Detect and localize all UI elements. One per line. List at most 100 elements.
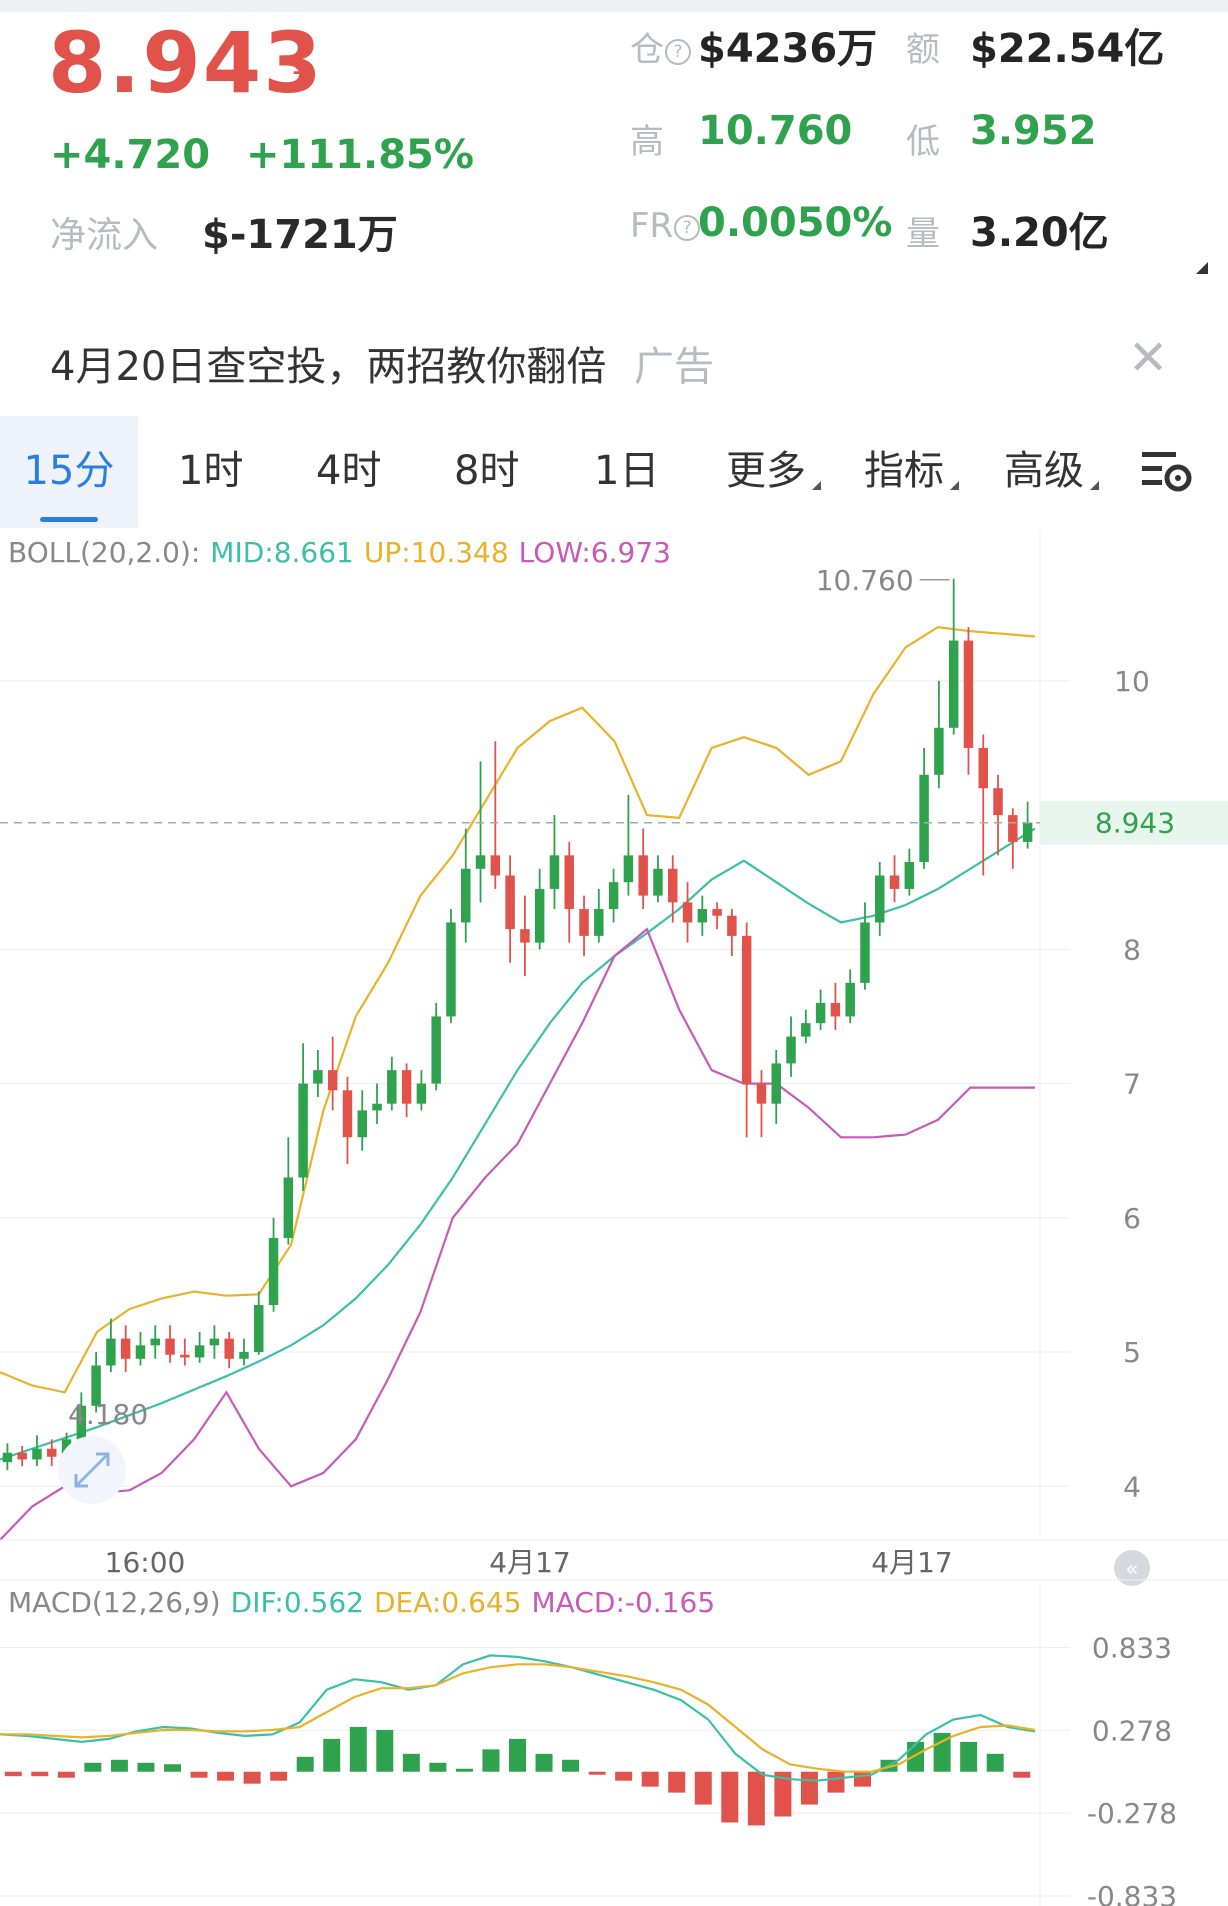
candle-body	[431, 1016, 441, 1084]
candle-body	[860, 922, 870, 983]
info-icon[interactable]: ?	[674, 214, 701, 241]
candle-body	[638, 855, 648, 896]
candle-body	[372, 1103, 382, 1111]
close-icon[interactable]: ✕	[1128, 330, 1169, 386]
funding-rate-label[interactable]: FR?	[630, 206, 701, 246]
tab-1h[interactable]: 1时	[178, 448, 244, 494]
candle-body	[47, 1448, 57, 1457]
candle-body	[948, 640, 959, 728]
scroll-to-start-glyph: «	[1125, 1557, 1138, 1582]
candle-body	[756, 1083, 767, 1104]
candle-body	[815, 1003, 826, 1024]
macd-bar	[4, 1771, 22, 1777]
candle-body	[120, 1338, 131, 1359]
ad-tag: 广告	[634, 344, 714, 390]
current-price-label: 8.943	[1095, 807, 1175, 840]
candle-body	[490, 855, 501, 876]
candle-body	[135, 1345, 146, 1359]
candle-body	[180, 1354, 190, 1358]
candle-body	[209, 1338, 220, 1346]
boll-legend-low: LOW:6.973	[518, 536, 671, 569]
candle-body	[682, 902, 693, 923]
tab-advanced[interactable]: 高级	[1004, 416, 1099, 528]
candle-body	[608, 882, 619, 910]
macd-legend-macd: MACD:-0.165	[531, 1586, 716, 1619]
macd-legend-dea: DEA:0.645	[374, 1586, 522, 1619]
x-tick-label: 16:00	[105, 1546, 186, 1579]
y-tick-label: 10	[1114, 665, 1150, 698]
macd-y-tick-label: 0.833	[1092, 1631, 1172, 1664]
candle-body	[727, 915, 737, 936]
info-icon[interactable]: ?	[665, 38, 691, 65]
candle-body	[801, 1023, 811, 1037]
scroll-to-start-icon	[1114, 1550, 1150, 1586]
price-change: +4.720	[50, 132, 211, 178]
candle-body	[268, 1237, 279, 1306]
candle-body	[194, 1345, 205, 1358]
candle-body	[830, 1003, 841, 1017]
candle-body	[387, 1070, 397, 1104]
x-tick-label: 4月17	[871, 1546, 952, 1579]
volume-label: 量	[906, 214, 940, 254]
candle-body	[889, 875, 900, 889]
fullscreen-icon	[74, 1452, 110, 1488]
amount-label: 额	[906, 30, 940, 70]
macd-y-tick-label: -0.278	[1087, 1797, 1177, 1830]
y-tick-label: 4	[1123, 1470, 1141, 1503]
candle-body	[106, 1338, 116, 1366]
net-inflow-label: 净流入	[50, 215, 159, 256]
candle-body	[298, 1083, 308, 1178]
macd-bar	[535, 1753, 553, 1772]
candle-body	[771, 1063, 781, 1104]
candle-body	[963, 640, 974, 748]
candle-body	[357, 1110, 367, 1138]
macd-bar	[960, 1741, 978, 1772]
candle-body	[668, 868, 678, 903]
boll-up-line	[0, 625, 1036, 1394]
current-price-tag-bg	[1040, 800, 1228, 845]
tab-4h[interactable]: 4时	[316, 448, 382, 494]
candle-body	[224, 1338, 234, 1359]
chart-settings-icon[interactable]	[1140, 416, 1210, 528]
candle-body	[461, 868, 471, 923]
top-strip	[0, 0, 1228, 12]
min-annotation: 4.180	[68, 1398, 148, 1431]
expand-corner-icon[interactable]	[1196, 262, 1208, 274]
candle-body	[1022, 822, 1033, 842]
low-value: 3.952	[970, 108, 1097, 154]
tab-15m[interactable]: 15分	[0, 416, 138, 528]
tab-indicators[interactable]: 指标	[864, 416, 959, 528]
macd-bar	[800, 1771, 818, 1805]
tab-1d[interactable]: 1日	[594, 448, 660, 494]
tab-more[interactable]: 更多	[726, 416, 821, 528]
candle-body	[17, 1452, 27, 1460]
candle-body	[786, 1036, 796, 1064]
y-tick-label: 8	[1123, 933, 1141, 966]
candle-body	[549, 855, 560, 889]
boll-legend: BOLL(20,2.0): MID:8.661 UP:10.348 LOW:6.973	[8, 536, 681, 569]
candle-body	[845, 982, 855, 1017]
macd-legend: MACD(12,26,9) DIF:0.562 DEA:0.645 MACD:-0.1…	[8, 1586, 725, 1619]
candle-body	[505, 875, 515, 930]
candle-body	[416, 1083, 427, 1104]
candle-body	[327, 1070, 338, 1091]
y-tick-label: 5	[1123, 1336, 1141, 1369]
tab-8h[interactable]: 8时	[454, 448, 520, 494]
boll-legend-mid: MID:8.661	[210, 536, 354, 569]
last-price: 8.943	[48, 14, 324, 112]
macd-bar	[217, 1771, 235, 1781]
x-tick-label: 4月17	[489, 1546, 570, 1579]
macd-bar	[376, 1729, 394, 1772]
macd-bar	[455, 1768, 473, 1772]
macd-bar	[1013, 1771, 1031, 1778]
macd-legend-name: MACD(12,26,9)	[8, 1586, 221, 1619]
macd-y-tick-label: -0.833	[1087, 1880, 1177, 1906]
ad-banner-text[interactable]: 4月20日查空投，两招教你翻倍	[50, 344, 607, 390]
open-interest-label[interactable]: 仓?	[630, 22, 691, 71]
macd-bar	[349, 1726, 367, 1772]
candle-body	[76, 1405, 87, 1440]
max-annotation: 10.760	[816, 564, 914, 597]
macd-bar	[84, 1762, 102, 1772]
candle-body	[875, 875, 885, 923]
